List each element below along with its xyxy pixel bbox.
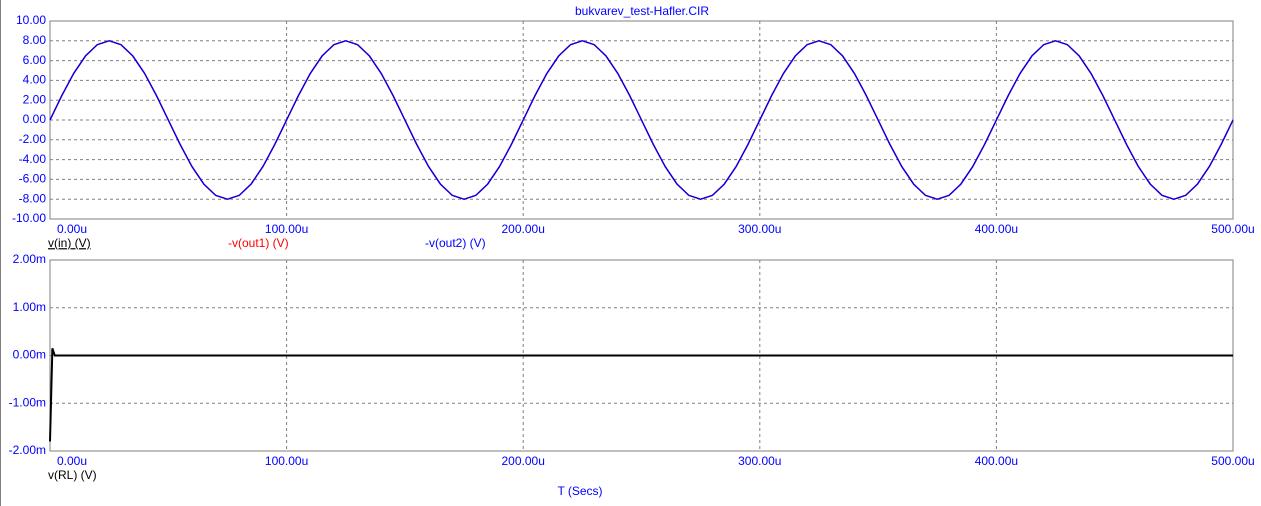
y-tick-label: -2.00 [19,132,47,146]
y-tick-label: 10.00 [16,13,46,27]
x-tick-label: 300.00u [738,454,781,468]
y-tick-label: -2.00m [9,443,46,457]
x-axis-label: T (Secs) [557,484,602,498]
y-tick-label: 6.00 [23,53,47,67]
x-tick-label: 100.00u [265,454,308,468]
y-tick-label: 2.00m [13,252,46,266]
y-tick-label: 2.00 [23,92,47,106]
chart-title: bukvarev_test-Hafler.CIR [575,4,709,18]
y-tick-label: -8.00 [19,191,47,205]
x-tick-label: 300.00u [738,222,781,236]
y-tick-label: 8.00 [23,33,47,47]
y-tick-label: -10.00 [12,211,46,225]
x-tick-label: 500.00u [1211,454,1254,468]
y-tick-label: 1.00m [13,300,46,314]
legend-label: -v(out1) (V) [228,236,289,250]
legend-label: v(RL) (V) [48,468,97,482]
x-tick-label: 400.00u [975,222,1018,236]
x-tick-label: 100.00u [265,222,308,236]
series-line [49,348,1233,442]
x-tick-label: 500.00u [1211,222,1254,236]
series-line [49,40,1234,200]
y-tick-label: -4.00 [19,152,47,166]
x-tick-label: 200.00u [502,222,545,236]
y-tick-label: 0.00 [23,112,47,126]
legend-label: v(in) (V) [48,236,91,250]
x-tick-label: 200.00u [502,454,545,468]
legend-label: -v(out2) (V) [425,236,486,250]
y-tick-label: 0.00m [13,348,46,362]
x-tick-label: 0.00u [57,222,87,236]
y-tick-label: -1.00m [9,395,46,409]
y-tick-label: 4.00 [23,73,47,87]
x-tick-label: 400.00u [975,454,1018,468]
y-tick-label: -6.00 [19,172,47,186]
x-tick-label: 0.00u [57,454,87,468]
